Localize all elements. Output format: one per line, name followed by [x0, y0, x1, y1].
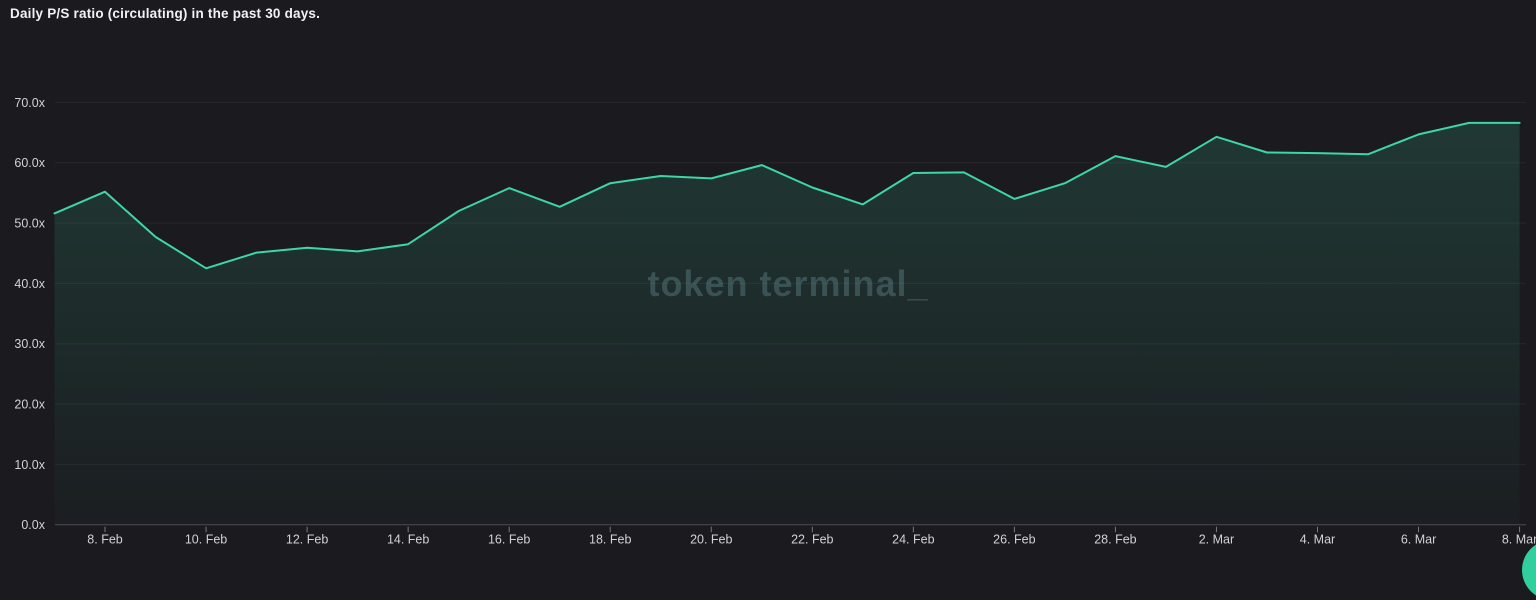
x-axis-label: 14. Feb [387, 533, 429, 547]
chart-area-fill [54, 122, 1520, 525]
x-axis-label: 12. Feb [286, 533, 328, 547]
x-axis-label: 10. Feb [185, 533, 227, 547]
chart-title: Daily P/S ratio (circulating) in the pas… [10, 6, 321, 21]
y-axis-label: 40.0x [14, 277, 45, 291]
x-axis-label: 8. Mar [1502, 533, 1536, 547]
x-axis-label: 28. Feb [1094, 533, 1136, 547]
x-axis-label: 4. Mar [1300, 533, 1335, 547]
ps-ratio-line-chart[interactable]: 0.0x 10.0x 20.0x 30.0x 40.0x 50.0x 60.0x 70.0x 8… [0, 0, 1536, 554]
y-axis-label: 60.0x [14, 156, 45, 170]
x-axis-label: 26. Feb [993, 533, 1035, 547]
y-axis-label: 30.0x [14, 337, 45, 351]
x-axis-label: 6. Mar [1401, 533, 1436, 547]
x-axis-label: 22. Feb [791, 533, 833, 547]
y-axis-label: 0.0x [21, 518, 45, 532]
x-axis-label: 8. Feb [87, 533, 122, 547]
x-axis-label: 2. Mar [1199, 533, 1234, 547]
y-axis-label: 50.0x [14, 217, 45, 231]
chart-line [53, 121, 1521, 270]
y-axis-label: 70.0x [14, 96, 45, 110]
y-axis-label: 10.0x [14, 458, 45, 472]
x-axis-label: 20. Feb [690, 533, 732, 547]
y-axis-label: 20.0x [14, 398, 45, 412]
x-axis-label: 18. Feb [589, 533, 631, 547]
x-axis-label: 16. Feb [488, 533, 530, 547]
x-axis-label: 24. Feb [892, 533, 934, 547]
